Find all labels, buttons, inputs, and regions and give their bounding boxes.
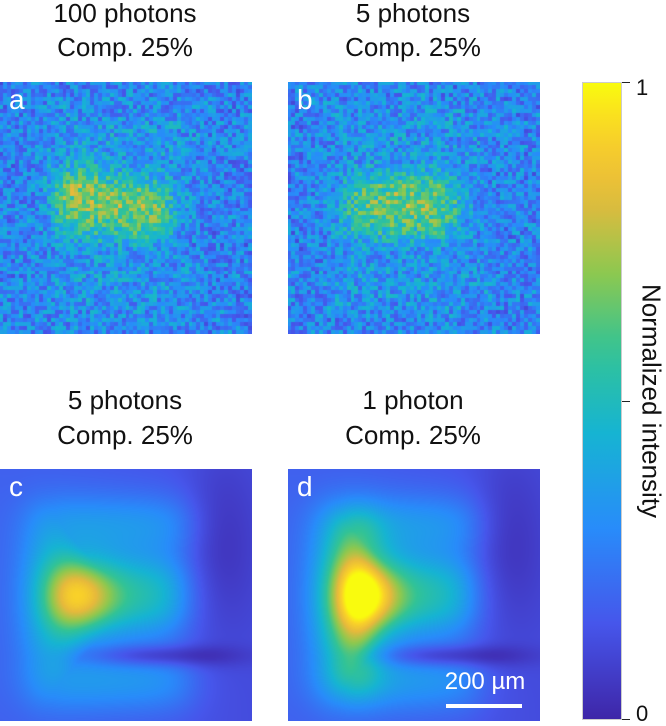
panel-d-title-line2: Comp. 25% bbox=[345, 420, 481, 450]
panel-d-canvas bbox=[288, 469, 540, 721]
panel-c-title-line2: Comp. 25% bbox=[57, 420, 193, 450]
panel-a-image: a bbox=[0, 82, 252, 334]
colorbar-tick-bottom bbox=[622, 719, 630, 720]
panel-b-title-line2: Comp. 25% bbox=[345, 32, 481, 62]
colorbar bbox=[582, 82, 622, 720]
scale-bar bbox=[446, 704, 522, 708]
panel-b-image: b bbox=[288, 82, 540, 334]
colorbar-tick-label-bottom: 0 bbox=[636, 701, 649, 726]
panel-c-image: c bbox=[0, 469, 252, 721]
panel-d-title-line1: 1 photon bbox=[362, 385, 464, 415]
scale-bar-label: 200 µm bbox=[444, 668, 526, 695]
panel-c-title-line1: 5 photons bbox=[67, 385, 183, 415]
colorbar-tick-label-top: 1 bbox=[636, 75, 649, 100]
panel-d-letter: d bbox=[297, 471, 313, 502]
colorbar-tick-top bbox=[622, 82, 630, 83]
panel-d-image: d 200 µm bbox=[288, 469, 540, 721]
colorbar-tick-mid bbox=[622, 401, 630, 402]
panel-b-canvas bbox=[288, 82, 540, 334]
panel-c-letter: c bbox=[9, 471, 23, 502]
panel-b-title-line1: 5 photons bbox=[355, 0, 471, 28]
panel-a-title-line2: Comp. 25% bbox=[57, 32, 193, 62]
panel-b-letter: b bbox=[297, 84, 313, 115]
panel-a-letter: a bbox=[9, 84, 25, 115]
panel-c-canvas bbox=[0, 469, 252, 721]
colorbar-label: Normalized intensity bbox=[636, 283, 666, 519]
panel-a-title-line1: 100 photons bbox=[53, 0, 197, 28]
panel-a-canvas bbox=[0, 82, 252, 334]
